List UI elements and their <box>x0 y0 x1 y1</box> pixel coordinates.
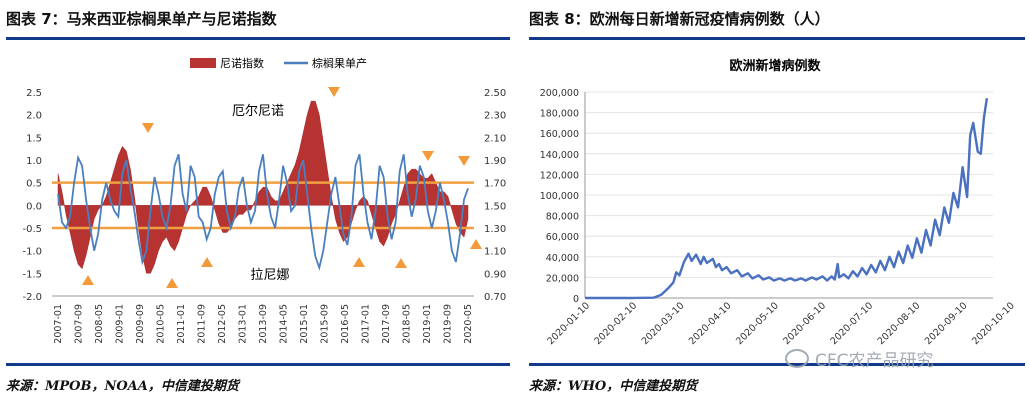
y-tick-label: 100,000 <box>540 191 579 202</box>
x-tick-label: 2014-05 <box>279 304 290 344</box>
up-triangle-marker <box>166 278 178 288</box>
watermark-text: CFC农产品研究 <box>815 351 934 371</box>
europe-cases-chart: 欧洲新增病例数 200,000 180,000 160,000 140,000 120,0… <box>540 58 1017 347</box>
up-triangle-marker <box>395 258 407 268</box>
y-tick-label: 80,000 <box>546 212 579 223</box>
left-y-tick: 0.5 <box>26 179 42 190</box>
right-bottom-rule <box>529 363 1025 366</box>
wechat-icon <box>785 349 809 368</box>
right-y-tick: 2.30 <box>484 111 506 122</box>
y-tick-label: 120,000 <box>540 170 579 181</box>
x-tick-label: 2020-01-10 <box>545 300 592 347</box>
left-y-tick: 2.5 <box>26 88 42 99</box>
right-y-tick: 1.50 <box>484 201 506 212</box>
palm-yield-line <box>57 154 469 271</box>
left-source: 来源：MPOB，NOAA，中信建投期货 <box>6 379 239 394</box>
x-tick-label: 2011-09 <box>197 304 208 344</box>
x-tick-label: 2020-02-10 <box>592 300 639 347</box>
x-tick-label: 2015-01 <box>299 304 310 344</box>
x-tick-label: 2019-09 <box>443 304 454 344</box>
y-tick-label: 160,000 <box>540 129 579 140</box>
up-triangle-marker <box>353 257 365 267</box>
y-tick-label: 140,000 <box>540 150 579 161</box>
x-tick-label: 2013-09 <box>258 304 269 344</box>
x-tick-label: 2017-01 <box>361 304 372 344</box>
down-triangle-marker <box>458 156 470 166</box>
left-y-tick: 1.0 <box>26 156 42 167</box>
up-triangle-marker <box>470 239 482 249</box>
x-tick-label: 2020-06-10 <box>781 300 828 347</box>
right-chart-title: 图表 8：欧洲每日新增新冠疫情病例数（人） <box>529 10 830 28</box>
x-tick-label: 2009-01 <box>115 304 126 344</box>
x-tick-label: 2009-09 <box>135 304 146 344</box>
y-tick-label: 20,000 <box>546 273 579 284</box>
legend-label-nino: 尼诺指数 <box>220 56 264 70</box>
legend-label-yield: 棕榈果单产 <box>312 56 367 70</box>
y-tick-label: 60,000 <box>546 232 579 243</box>
left-bottom-rule <box>6 363 510 366</box>
x-tick-label: 2010-05 <box>156 304 167 344</box>
right-y-tick: 2.10 <box>484 133 506 144</box>
left-y-tick: -1.5 <box>22 269 42 280</box>
left-y-tick: -0.5 <box>22 224 42 235</box>
left-y-tick: -1.0 <box>22 247 42 258</box>
down-triangle-marker <box>422 151 434 161</box>
y-tick-label: 40,000 <box>546 253 579 264</box>
x-tick-label: 2020-04-10 <box>687 300 734 347</box>
right-y-tick: 0.70 <box>484 292 506 303</box>
x-tick-label: 2020-08-10 <box>876 300 923 347</box>
x-tick-label: 2020-03-10 <box>640 300 687 347</box>
up-triangle-marker <box>82 275 94 285</box>
right-source: 来源：WHO，中信建投期货 <box>529 379 698 394</box>
right-panel: 图表 8：欧洲每日新增新冠疫情病例数（人） 欧洲新增病例数 200,000 180,… <box>523 0 1029 404</box>
y-tick-label: 180,000 <box>540 109 579 120</box>
nino-palm-chart: 尼诺指数 棕榈果单产 2.5 2.0 1.5 1.0 0.5 0.0 -0.5 -1.0 -1.5 -… <box>22 56 506 344</box>
x-tick-label: 2017-09 <box>381 304 392 344</box>
chart-title: 欧洲新增病例数 <box>729 58 821 74</box>
x-tick-label: 2020-05 <box>463 304 474 344</box>
x-tick-label: 2020-05-10 <box>734 300 781 347</box>
left-chart-title: 图表 7：马来西亚棕榈果单产与尼诺指数 <box>6 10 277 28</box>
right-y-tick: 0.90 <box>484 269 506 280</box>
x-tick-label: 2015-09 <box>320 304 331 344</box>
left-y-tick: -2.0 <box>22 292 42 303</box>
right-y-tick: 1.10 <box>484 247 506 258</box>
left-y-tick: 0.0 <box>26 201 42 212</box>
x-tick-label: 2019-01 <box>422 304 433 344</box>
x-tick-label: 2008-05 <box>94 304 105 344</box>
right-y-tick: 1.90 <box>484 156 506 167</box>
down-triangle-marker <box>328 87 340 97</box>
x-tick-label: 2011-01 <box>176 304 187 344</box>
legend-swatch-nino <box>190 58 216 68</box>
x-tick-label: 2012-05 <box>217 304 228 344</box>
right-y-tick: 2.50 <box>484 88 506 99</box>
right-top-rule <box>529 37 1025 40</box>
cases-line <box>585 98 989 300</box>
watermark: CFC农产品研究 <box>785 346 934 371</box>
left-y-tick: 2.0 <box>26 111 42 122</box>
annotation-la-nina: 拉尼娜 <box>250 268 289 283</box>
x-tick-label: 2020-07-10 <box>828 300 875 347</box>
y-tick-label: 0 <box>573 294 579 305</box>
x-tick-label: 2016-05 <box>340 304 351 344</box>
x-tick-label: 2020-09-10 <box>923 300 970 347</box>
annotation-el-nino: 厄尔尼诺 <box>232 104 284 119</box>
left-y-tick: 1.5 <box>26 133 42 144</box>
left-top-rule <box>6 37 510 40</box>
x-tick-label: 2007-09 <box>74 304 85 344</box>
right-y-tick: 1.70 <box>484 179 506 190</box>
down-triangle-marker <box>142 123 154 133</box>
left-panel: 图表 7：马来西亚棕榈果单产与尼诺指数 尼诺指数 棕榈果单产 2.5 2.0 1.5 1.… <box>0 0 510 404</box>
right-y-tick: 1.30 <box>484 224 506 235</box>
x-tick-label: 2020-10-10 <box>970 300 1017 347</box>
x-tick-label: 2018-05 <box>402 304 413 344</box>
x-tick-label: 2013-01 <box>238 304 249 344</box>
up-triangle-marker <box>201 257 213 267</box>
x-tick-label: 2007-01 <box>53 304 64 344</box>
y-tick-label: 200,000 <box>540 88 579 99</box>
